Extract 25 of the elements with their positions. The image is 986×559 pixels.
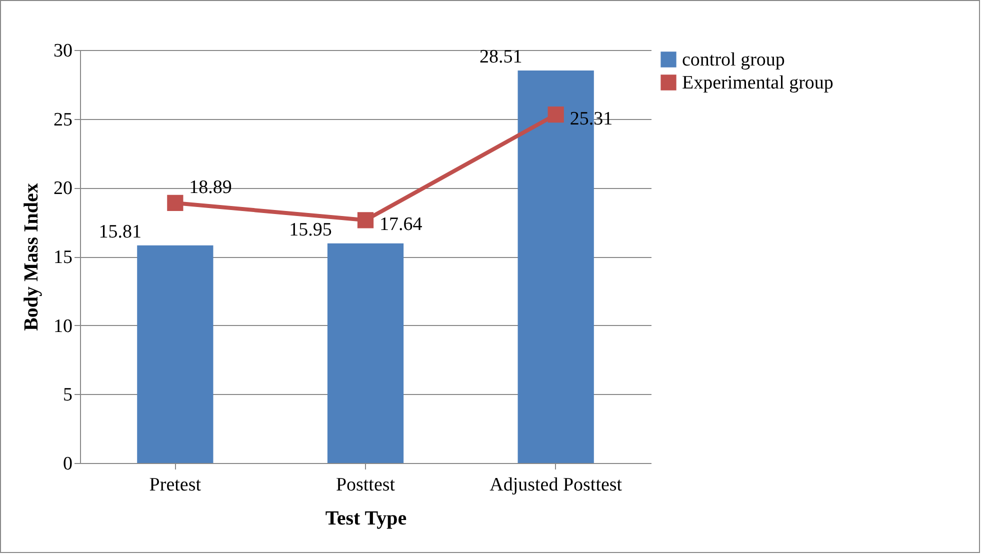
data-label: 25.31 (570, 108, 613, 130)
data-label: 17.64 (380, 214, 423, 236)
y-tick-label: 20 (54, 178, 72, 200)
bar (137, 245, 214, 463)
y-tick-label: 30 (54, 40, 72, 62)
y-tick-label: 25 (54, 109, 72, 130)
legend-label: Experimental group (682, 72, 834, 94)
point (167, 194, 184, 212)
point (357, 212, 374, 228)
y-tick-label: 5 (63, 384, 72, 406)
y-tick-label: 0 (63, 454, 72, 474)
x-tick-label: Pretest (149, 474, 202, 496)
x-axis-title: Test Type (325, 508, 407, 530)
legend-label: control group (682, 50, 785, 70)
data-label: 15.95 (289, 219, 332, 240)
y-axis-title: Body Mass Index (20, 183, 42, 331)
point (548, 106, 564, 123)
x-tick-label: Posttest (336, 474, 396, 496)
y-tick-label: 15 (54, 247, 72, 268)
bar (327, 243, 404, 463)
data-label: 15.81 (98, 221, 142, 242)
data-label: 18.89 (189, 176, 232, 198)
x-tick-label: Adjusted Posttest (490, 474, 623, 496)
data-label: 28.51 (479, 46, 522, 68)
y-tick-label: 10 (54, 316, 72, 337)
